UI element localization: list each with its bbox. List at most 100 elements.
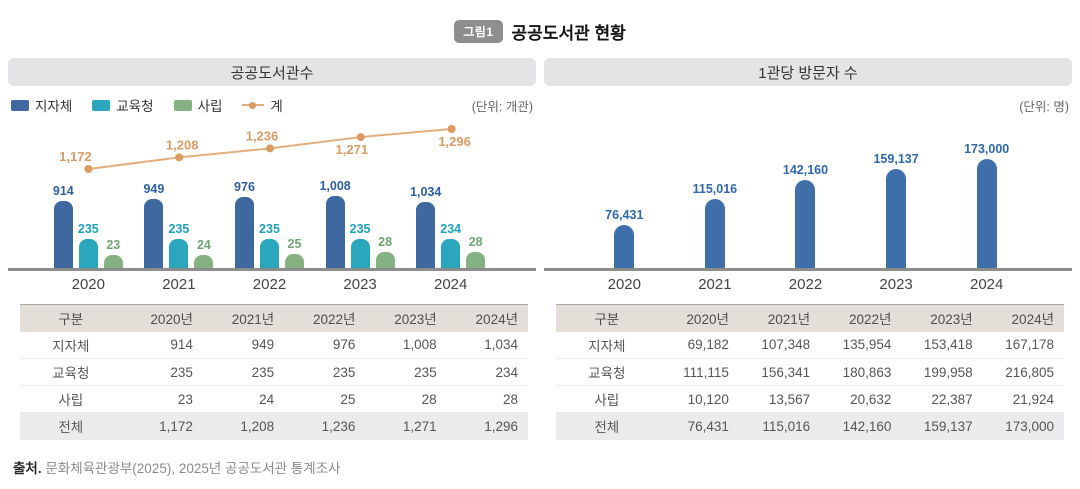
bar-value-label: 1,034 [410,185,442,199]
right-unit-label: (단위: 명) [1019,99,1069,114]
cell-value: 28 [365,385,447,413]
cell-value: 976 [284,331,366,359]
visitors-chart: 76,431 115,016 142,160 159,137 173,000 [544,118,1072,268]
row-label: 교육청 [20,358,122,386]
cell-value: 235 [365,358,447,386]
library-count-chart: 914 235 23 949 235 24 976 235 25 1,008 235 28 1,034 2… [8,118,536,268]
bar-group-2022: 142,160 [760,163,851,268]
cell-value: 25 [284,385,366,413]
bar-value-label: 76,431 [605,208,644,222]
cell-value: 135,954 [820,331,902,359]
bar-value-label: 234 [440,222,462,236]
bar-group-2022: 976 235 25 [224,180,315,268]
cell-value: 1,296 [446,412,528,440]
source-text: 문화체육관광부(2025), 2025년 공공도서관 통계조사 [45,460,341,476]
x-tick-2020: 2020 [607,276,641,293]
panel-right-header: 1관당 방문자 수 [544,58,1072,86]
source-note: 출처. 문화체육관광부(2025), 2025년 공공도서관 통계조사 [13,457,1080,477]
bar-value-label: 25 [287,237,302,251]
bar-교육청-2024: 234 [440,222,461,268]
panel-library-count: 공공도서관수 지자체 교육청 사립 계 (단위: 개관) 914 235 23 949 235… [8,58,536,440]
cell-value: 1,172 [121,412,203,440]
legend-item-계: 계 [242,95,283,115]
legend-line-dot [249,101,257,109]
column-header-2024년: 2024년 [982,304,1064,332]
bar-value-label: 28 [378,235,393,249]
bar-사립-2021: 24 [194,238,214,268]
bar-value-label: 235 [349,222,371,236]
bar-value-label: 235 [168,222,190,236]
bar-사립-2024: 28 [466,235,486,268]
panel-visitors-per-library: 1관당 방문자 수 (단위: 명) 76,431 115,016 142,160 15… [544,58,1072,440]
x-tick-2020: 2020 [71,276,105,293]
left-legend-row: 지자체 교육청 사립 계 (단위: 개관) [8,95,536,115]
bar-지자체-2024: 1,034 [410,185,441,268]
bar-group-2023: 1,008 235 28 [315,179,406,268]
cell-value: 1,208 [202,412,285,440]
table-total-row: 전체 76,431 115,016 142,160 159,137 173,000 [556,412,1064,440]
cell-value: 107,348 [738,331,821,359]
column-header-2020년: 2020년 [657,304,739,332]
cell-value: 24 [202,385,285,413]
visitors-table: 구분 2020년 2021년 2022년 2023년 2024년 지자체 69,182 107,… [556,304,1064,440]
cell-value: 1,271 [365,412,447,440]
legend-item-사립: 사립 [173,95,223,115]
cell-value: 173,000 [982,412,1064,440]
left-unit-label: (단위: 개관) [471,99,533,114]
panel-left-header: 공공도서관수 [8,58,536,86]
legend-item-교육청: 교육청 [92,95,154,115]
table-total-row: 전체 1,172 1,208 1,236 1,271 1,296 [20,412,528,440]
bar-전체-2022: 142,160 [783,163,828,268]
x-tick-2022: 2022 [252,276,287,293]
cell-value: 1,034 [446,331,528,359]
row-label: 교육청 [556,358,658,386]
legend-line-swatch [242,101,265,109]
legend-label: 사립 [197,99,223,114]
cell-value: 159,137 [901,412,983,440]
bar-지자체-2022: 976 [234,180,255,268]
column-header-2023년: 2023년 [365,304,447,332]
legend-swatch-교육청 [92,99,111,111]
bar-value-label: 173,000 [964,142,1010,156]
bar-value-label: 142,160 [782,163,829,177]
plot-area: 76,431 115,016 142,160 159,137 173,000 [544,118,1072,268]
bar-교육청-2022: 235 [259,222,280,268]
cell-value: 22,387 [901,385,983,413]
legend-swatch-사립 [173,99,192,111]
table-header-row: 구분 2020년 2021년 2022년 2023년 2024년 [20,304,528,332]
cell-value: 20,632 [820,385,902,413]
right-legend-row: (단위: 명) [544,97,1072,114]
legend-label: 교육청 [116,99,154,114]
panels-container: 공공도서관수 지자체 교육청 사립 계 (단위: 개관) 914 235 23 949 235… [8,58,1072,440]
table-row-사립: 사립 10,120 13,567 20,632 22,387 21,924 [556,385,1064,413]
source-prefix: 출처. [13,460,42,476]
bar-교육청-2021: 235 [168,222,189,268]
legend-swatch-지자체 [11,99,29,111]
bar-교육청-2023: 235 [350,222,371,268]
cell-value: 153,418 [901,331,983,359]
bar-value-label: 949 [143,182,165,196]
bar-value-label: 914 [52,184,74,198]
row-label: 전체 [556,412,658,440]
column-header-2023년: 2023년 [901,304,983,332]
cell-value: 199,958 [901,358,983,386]
x-tick-2021: 2021 [698,276,732,293]
row-label: 전체 [20,412,122,440]
bar-전체-2021: 115,016 [693,182,737,268]
bar-교육청-2020: 235 [78,222,99,268]
cell-value: 28 [446,385,528,413]
bar-value-label: 976 [234,180,255,194]
x-tick-2024: 2024 [969,276,1004,293]
x-tick-2023: 2023 [879,276,913,293]
cell-value: 235 [284,358,366,386]
bar-group-2020: 76,431 [579,208,670,268]
x-tick-2024: 2024 [433,276,468,293]
right-x-axis-line [544,268,1072,271]
bar-지자체-2023: 1,008 [319,179,351,268]
cell-value: 234 [446,358,528,386]
left-x-axis-line [8,268,536,271]
column-header-2021년: 2021년 [738,304,821,332]
cell-value: 115,016 [738,412,821,440]
bar-지자체-2020: 914 [53,184,74,268]
bar-지자체-2021: 949 [143,182,164,268]
